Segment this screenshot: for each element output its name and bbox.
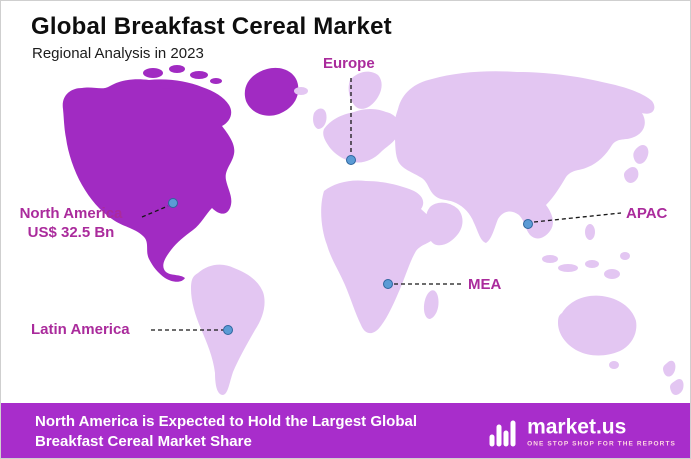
arctic-islands — [143, 65, 222, 89]
scandinavia — [348, 71, 382, 109]
japan-north — [633, 144, 649, 164]
footer-banner: North America is Expected to Hold the La… — [1, 403, 690, 458]
marketus-logo: market.us ONE STOP SHOP FOR THE REPORTS — [488, 416, 676, 447]
australia — [558, 295, 637, 356]
continent-north-america — [62, 79, 235, 282]
page-subtitle: Regional Analysis in 2023 — [32, 45, 204, 62]
leader-line-north-america — [141, 205, 169, 218]
arabian-peninsula — [426, 202, 463, 246]
japan-south — [624, 166, 639, 183]
new-zealand-south — [670, 378, 684, 395]
logo-tagline: ONE STOP SHOP FOR THE REPORTS — [527, 440, 676, 447]
southeast-asia-islands — [542, 224, 630, 279]
region-label-mea: MEA — [468, 276, 502, 293]
marker-apac — [523, 219, 533, 229]
marker-north-america — [168, 198, 178, 208]
logo-text-column: market.us ONE STOP SHOP FOR THE REPORTS — [527, 416, 676, 447]
page-title: Global Breakfast Cereal Market — [31, 13, 392, 40]
footer-headline: North America is Expected to Hold the La… — [35, 412, 418, 450]
marker-latin-america — [223, 325, 233, 335]
greenland — [244, 67, 299, 116]
region-label-europe: Europe — [323, 55, 375, 72]
leader-line-apac — [533, 212, 622, 223]
logo-name: market.us — [527, 415, 627, 438]
continent-africa — [321, 180, 437, 334]
madagascar — [423, 290, 439, 319]
tasmania — [609, 361, 619, 369]
iceland — [294, 87, 308, 95]
marketus-logo-icon — [489, 420, 516, 447]
region-name-north-america: North America — [19, 205, 123, 222]
marker-europe — [346, 155, 356, 165]
region-label-north-america: North America US$ 32.5 Bn — [3, 204, 139, 242]
continent-europe — [323, 109, 400, 163]
region-label-apac: APAC — [626, 205, 668, 222]
marker-mea — [383, 279, 393, 289]
continent-asia — [394, 71, 655, 243]
region-label-latin-america: Latin America — [31, 321, 130, 338]
british-isles — [313, 108, 327, 129]
new-zealand-north — [663, 360, 676, 377]
region-value-north-america: US$ 32.5 Bn — [27, 224, 115, 241]
